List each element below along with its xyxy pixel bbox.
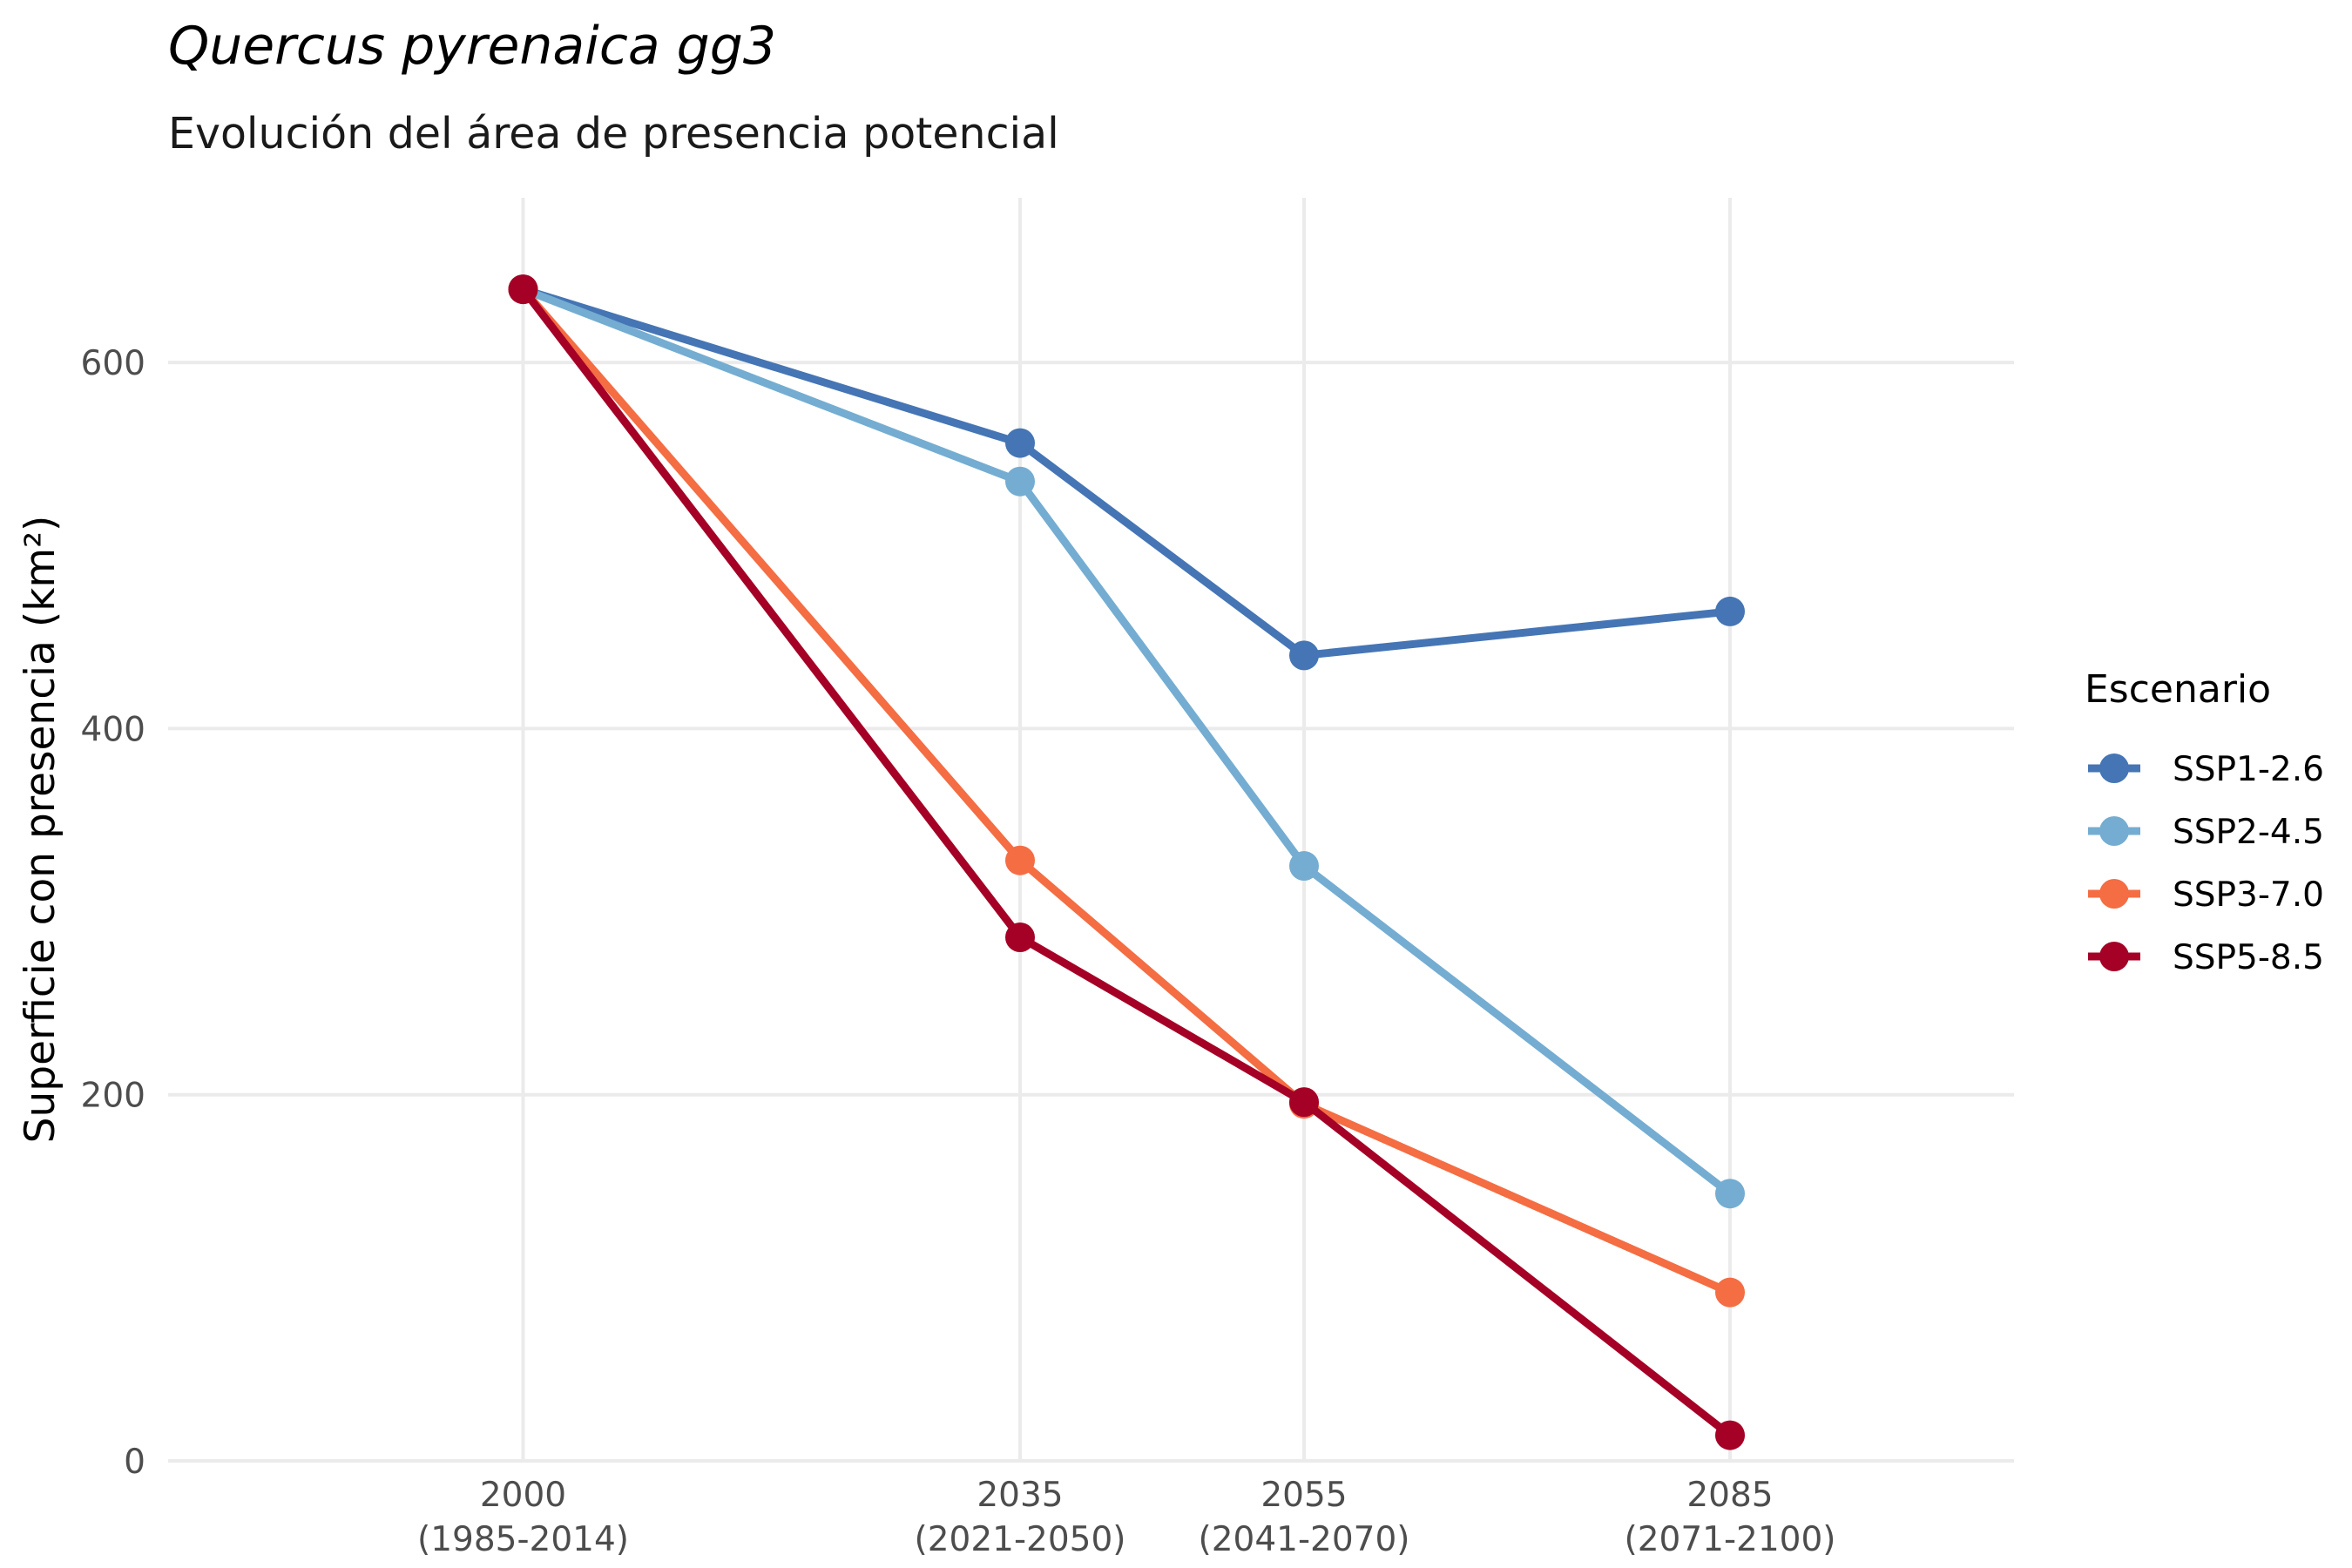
y-axis-title: Superficie con presencia (km²) xyxy=(17,516,64,1144)
legend-key-point xyxy=(2099,754,2129,783)
legend-label: SSP1-2.6 xyxy=(2173,750,2324,789)
x-tick-label-year: 2055 xyxy=(1260,1476,1347,1515)
chart-title: Quercus pyrenaica gg3 xyxy=(168,16,776,77)
y-axis-tick-labels: 0 200 400 600 xyxy=(81,344,145,1482)
legend-item: SSP1-2.6 xyxy=(2088,750,2324,789)
data-point xyxy=(1005,922,1035,952)
chart-subtitle: Evolución del área de presencia potencia… xyxy=(168,109,1059,159)
data-point xyxy=(1715,596,1745,626)
data-point xyxy=(1005,466,1035,497)
data-point xyxy=(1289,640,1319,671)
x-tick-label-year: 2035 xyxy=(977,1476,1063,1515)
y-tick-label: 200 xyxy=(81,1077,145,1116)
y-tick-label: 0 xyxy=(124,1443,145,1482)
data-point xyxy=(508,274,538,305)
legend-key-point xyxy=(2099,879,2129,909)
x-tick-label-year: 2000 xyxy=(480,1476,566,1515)
series-SSP3-7.0 xyxy=(508,274,1745,1308)
series-line xyxy=(519,287,1733,1439)
y-tick-label: 400 xyxy=(81,710,145,749)
x-tick-label-period: (2041-2070) xyxy=(1198,1520,1409,1559)
x-axis-tick-labels: 2000 (1985-2014) 2035 (2021-2050) 2055 (2041-… xyxy=(417,1476,1836,1559)
x-tick-label-period: (2021-2050) xyxy=(914,1520,1125,1559)
legend-item: SSP3-7.0 xyxy=(2088,875,2324,915)
legend-label: SSP5-8.5 xyxy=(2173,938,2324,977)
x-tick-label-year: 2085 xyxy=(1686,1476,1773,1515)
data-point xyxy=(1289,1087,1319,1118)
legend-item: SSP5-8.5 xyxy=(2088,938,2324,977)
series-SSP5-8.5 xyxy=(508,274,1745,1450)
series-layer xyxy=(508,274,1745,1450)
series-SSP1-2.6 xyxy=(508,274,1745,671)
data-point xyxy=(1715,1179,1745,1209)
x-tick-label-period: (2071-2100) xyxy=(1624,1520,1835,1559)
series-line xyxy=(522,285,1731,659)
series-line xyxy=(521,285,1733,1197)
legend-key-point xyxy=(2099,816,2129,846)
legend: Escenario SSP1-2.6 SSP2-4.5 SSP3-7.0 SSP5-8… xyxy=(2085,667,2324,977)
data-point xyxy=(1005,428,1035,458)
legend-key-point xyxy=(2099,942,2129,971)
data-point xyxy=(1005,845,1035,875)
data-point xyxy=(1715,1277,1745,1308)
grid-lines xyxy=(168,198,2014,1463)
series-line xyxy=(520,287,1732,1296)
x-tick-label-period: (1985-2014) xyxy=(417,1520,629,1559)
legend-label: SSP2-4.5 xyxy=(2173,813,2324,852)
data-point xyxy=(1289,851,1319,882)
legend-items: SSP1-2.6 SSP2-4.5 SSP3-7.0 SSP5-8.5 xyxy=(2088,750,2324,977)
series-SSP2-4.5 xyxy=(508,274,1745,1209)
data-point xyxy=(1715,1420,1745,1450)
legend-label: SSP3-7.0 xyxy=(2173,875,2324,915)
legend-item: SSP2-4.5 xyxy=(2088,813,2324,852)
y-tick-label: 600 xyxy=(81,344,145,383)
legend-title: Escenario xyxy=(2085,667,2271,712)
